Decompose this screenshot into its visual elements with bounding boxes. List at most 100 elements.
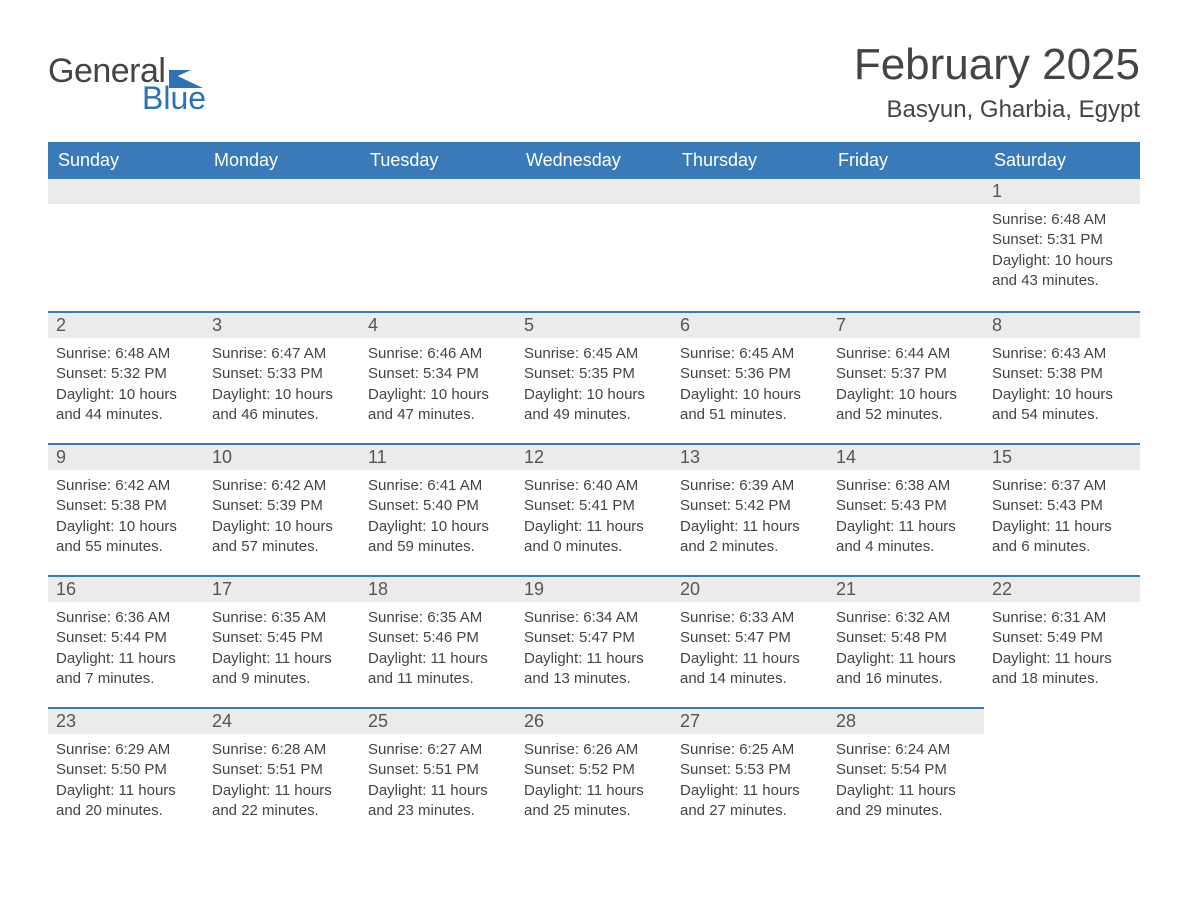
calendar-body: 1Sunrise: 6:48 AMSunset: 5:31 PMDaylight…	[48, 179, 1140, 839]
calendar-cell: 19Sunrise: 6:34 AMSunset: 5:47 PMDayligh…	[516, 575, 672, 707]
weekday-header: Monday	[204, 142, 360, 179]
cell-body: Sunrise: 6:35 AMSunset: 5:46 PMDaylight:…	[360, 602, 516, 699]
calendar-cell: 15Sunrise: 6:37 AMSunset: 5:43 PMDayligh…	[984, 443, 1140, 575]
cell-line: Sunset: 5:51 PM	[368, 760, 508, 780]
cell-line: Daylight: 11 hours and 23 minutes.	[368, 781, 508, 822]
cell-line: Sunset: 5:53 PM	[680, 760, 820, 780]
cell-line: Daylight: 11 hours and 7 minutes.	[56, 649, 196, 690]
location-text: Basyun, Gharbia, Egypt	[854, 96, 1140, 124]
cell-body: Sunrise: 6:42 AMSunset: 5:39 PMDaylight:…	[204, 470, 360, 567]
cell-line: Daylight: 10 hours and 52 minutes.	[836, 385, 976, 426]
cell-body: Sunrise: 6:43 AMSunset: 5:38 PMDaylight:…	[984, 338, 1140, 435]
cell-line: Daylight: 10 hours and 46 minutes.	[212, 385, 352, 426]
day-number-bar: 18	[360, 575, 516, 602]
cell-line: Daylight: 10 hours and 44 minutes.	[56, 385, 196, 426]
day-number-bar: 24	[204, 707, 360, 734]
day-number-bar: 6	[672, 311, 828, 338]
calendar-cell: 18Sunrise: 6:35 AMSunset: 5:46 PMDayligh…	[360, 575, 516, 707]
calendar-cell: 3Sunrise: 6:47 AMSunset: 5:33 PMDaylight…	[204, 311, 360, 443]
cell-line: Daylight: 11 hours and 2 minutes.	[680, 517, 820, 558]
cell-line: Daylight: 11 hours and 27 minutes.	[680, 781, 820, 822]
weekday-header: Wednesday	[516, 142, 672, 179]
day-number-bar: 5	[516, 311, 672, 338]
day-number-bar: 15	[984, 443, 1140, 470]
day-number-bar: 27	[672, 707, 828, 734]
cell-line: Sunrise: 6:46 AM	[368, 344, 508, 364]
cell-line: Sunrise: 6:31 AM	[992, 608, 1132, 628]
calendar-cell: 11Sunrise: 6:41 AMSunset: 5:40 PMDayligh…	[360, 443, 516, 575]
day-number-bar: 7	[828, 311, 984, 338]
cell-line: Sunrise: 6:28 AM	[212, 740, 352, 760]
calendar-table: SundayMondayTuesdayWednesdayThursdayFrid…	[48, 142, 1140, 839]
cell-body: Sunrise: 6:33 AMSunset: 5:47 PMDaylight:…	[672, 602, 828, 699]
cell-line: Sunset: 5:40 PM	[368, 496, 508, 516]
day-number-bar: 10	[204, 443, 360, 470]
cell-line: Sunset: 5:31 PM	[992, 230, 1132, 250]
cell-line: Sunrise: 6:42 AM	[212, 476, 352, 496]
cell-line: Sunrise: 6:34 AM	[524, 608, 664, 628]
cell-body: Sunrise: 6:24 AMSunset: 5:54 PMDaylight:…	[828, 734, 984, 831]
logo: General Blue	[48, 54, 206, 114]
cell-body: Sunrise: 6:48 AMSunset: 5:31 PMDaylight:…	[984, 204, 1140, 301]
cell-line: Daylight: 10 hours and 57 minutes.	[212, 517, 352, 558]
cell-body: Sunrise: 6:46 AMSunset: 5:34 PMDaylight:…	[360, 338, 516, 435]
cell-line: Sunset: 5:48 PM	[836, 628, 976, 648]
day-number-bar	[672, 179, 828, 204]
cell-line: Sunset: 5:46 PM	[368, 628, 508, 648]
day-number-bar	[516, 179, 672, 204]
day-number-bar: 14	[828, 443, 984, 470]
cell-line: Sunrise: 6:47 AM	[212, 344, 352, 364]
cell-line: Sunrise: 6:32 AM	[836, 608, 976, 628]
cell-body: Sunrise: 6:26 AMSunset: 5:52 PMDaylight:…	[516, 734, 672, 831]
calendar-cell: 12Sunrise: 6:40 AMSunset: 5:41 PMDayligh…	[516, 443, 672, 575]
calendar-cell: 2Sunrise: 6:48 AMSunset: 5:32 PMDaylight…	[48, 311, 204, 443]
day-number-bar: 13	[672, 443, 828, 470]
cell-body: Sunrise: 6:28 AMSunset: 5:51 PMDaylight:…	[204, 734, 360, 831]
calendar-cell: 4Sunrise: 6:46 AMSunset: 5:34 PMDaylight…	[360, 311, 516, 443]
day-number-bar: 8	[984, 311, 1140, 338]
day-number-bar	[828, 179, 984, 204]
cell-line: Sunrise: 6:36 AM	[56, 608, 196, 628]
cell-line: Sunrise: 6:39 AM	[680, 476, 820, 496]
cell-line: Sunset: 5:44 PM	[56, 628, 196, 648]
cell-line: Sunrise: 6:35 AM	[368, 608, 508, 628]
cell-line: Sunrise: 6:48 AM	[56, 344, 196, 364]
calendar-cell	[360, 179, 516, 311]
header: General Blue February 2025 Basyun, Gharb…	[48, 40, 1140, 124]
calendar-cell	[516, 179, 672, 311]
cell-line: Daylight: 11 hours and 29 minutes.	[836, 781, 976, 822]
calendar-cell: 28Sunrise: 6:24 AMSunset: 5:54 PMDayligh…	[828, 707, 984, 839]
calendar-cell	[672, 179, 828, 311]
cell-body: Sunrise: 6:45 AMSunset: 5:35 PMDaylight:…	[516, 338, 672, 435]
day-number-bar: 4	[360, 311, 516, 338]
day-number-bar: 28	[828, 707, 984, 734]
cell-line: Sunrise: 6:29 AM	[56, 740, 196, 760]
cell-body: Sunrise: 6:34 AMSunset: 5:47 PMDaylight:…	[516, 602, 672, 699]
cell-body: Sunrise: 6:38 AMSunset: 5:43 PMDaylight:…	[828, 470, 984, 567]
day-number-bar	[360, 179, 516, 204]
calendar-cell: 8Sunrise: 6:43 AMSunset: 5:38 PMDaylight…	[984, 311, 1140, 443]
cell-line: Sunrise: 6:42 AM	[56, 476, 196, 496]
cell-body: Sunrise: 6:36 AMSunset: 5:44 PMDaylight:…	[48, 602, 204, 699]
calendar-cell: 16Sunrise: 6:36 AMSunset: 5:44 PMDayligh…	[48, 575, 204, 707]
cell-line: Sunrise: 6:40 AM	[524, 476, 664, 496]
cell-line: Sunset: 5:41 PM	[524, 496, 664, 516]
cell-line: Sunset: 5:47 PM	[680, 628, 820, 648]
cell-line: Sunrise: 6:44 AM	[836, 344, 976, 364]
cell-body: Sunrise: 6:35 AMSunset: 5:45 PMDaylight:…	[204, 602, 360, 699]
cell-body: Sunrise: 6:41 AMSunset: 5:40 PMDaylight:…	[360, 470, 516, 567]
calendar-cell: 17Sunrise: 6:35 AMSunset: 5:45 PMDayligh…	[204, 575, 360, 707]
day-number-bar: 21	[828, 575, 984, 602]
cell-line: Sunset: 5:45 PM	[212, 628, 352, 648]
calendar-cell: 22Sunrise: 6:31 AMSunset: 5:49 PMDayligh…	[984, 575, 1140, 707]
cell-line: Sunset: 5:42 PM	[680, 496, 820, 516]
cell-line: Daylight: 10 hours and 51 minutes.	[680, 385, 820, 426]
weekday-header: Tuesday	[360, 142, 516, 179]
cell-line: Sunset: 5:38 PM	[992, 364, 1132, 384]
cell-line: Daylight: 11 hours and 25 minutes.	[524, 781, 664, 822]
cell-line: Sunrise: 6:45 AM	[524, 344, 664, 364]
calendar-week: 23Sunrise: 6:29 AMSunset: 5:50 PMDayligh…	[48, 707, 1140, 839]
day-number-bar: 20	[672, 575, 828, 602]
cell-body: Sunrise: 6:39 AMSunset: 5:42 PMDaylight:…	[672, 470, 828, 567]
day-number-bar: 25	[360, 707, 516, 734]
